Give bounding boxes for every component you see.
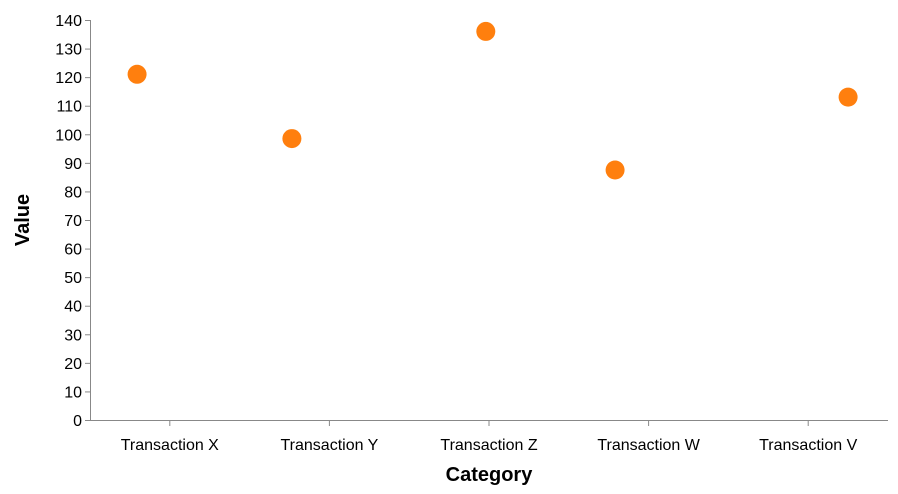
y-tick-label: 100: [55, 127, 82, 144]
y-tick-label: 70: [64, 213, 82, 230]
y-tick-label: 10: [64, 384, 82, 401]
x-tick-label: Transaction V: [759, 437, 857, 454]
y-tick-label: 20: [64, 356, 82, 373]
x-tick-label: Transaction Y: [280, 437, 378, 454]
x-tick-label: Transaction X: [121, 437, 219, 454]
y-tick-label: 60: [64, 242, 82, 259]
data-point: [282, 129, 302, 149]
x-tick-label: Transaction Z: [440, 437, 537, 454]
y-tick-label: 90: [64, 156, 82, 173]
data-point: [838, 87, 858, 107]
y-tick-label: 30: [64, 327, 82, 344]
x-axis-title: Category: [446, 464, 534, 486]
y-axis: 0 10 20 30 40 50 60 70 80 90 100 110 120 130 140: [55, 13, 91, 430]
data-point: [605, 160, 625, 180]
data-points: [127, 21, 858, 180]
y-tick-label: 130: [55, 42, 82, 59]
x-axis: Transaction X Transaction Y Transaction Z T…: [90, 420, 888, 454]
x-tick-label: Transaction W: [597, 437, 700, 454]
y-tick-label: 140: [55, 13, 82, 30]
y-tick-label: 50: [64, 270, 82, 287]
data-point: [476, 21, 496, 41]
y-tick-label: 80: [64, 184, 82, 201]
data-point: [127, 64, 147, 84]
y-tick-label: 110: [56, 99, 82, 116]
y-tick-label: 40: [64, 299, 82, 316]
y-tick-label: 120: [55, 70, 82, 87]
y-tick-label: 0: [73, 413, 82, 430]
y-axis-title: Value: [12, 194, 34, 246]
